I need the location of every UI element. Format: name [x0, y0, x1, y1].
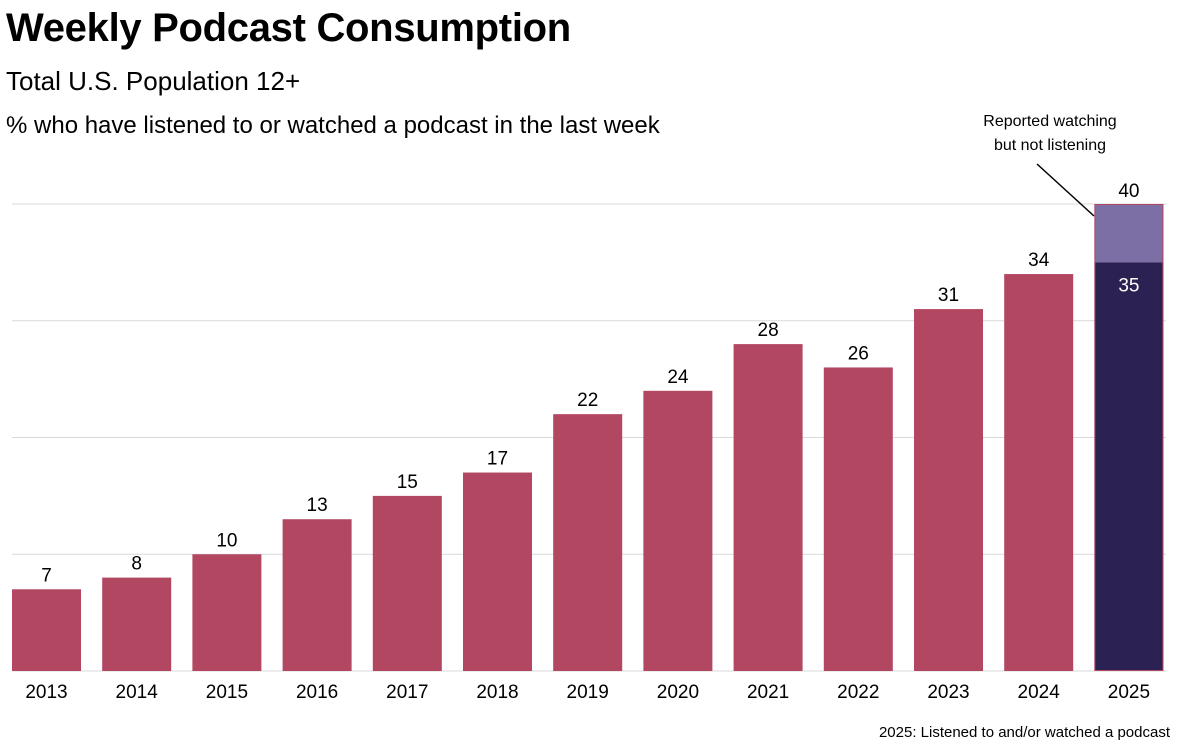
bar-label-2014: 8: [131, 554, 142, 575]
bar-label-2018: 17: [487, 449, 508, 470]
bar-label-2015: 10: [216, 530, 237, 551]
bar-label-2023: 31: [938, 285, 959, 306]
bar-2024: [1004, 274, 1074, 671]
x-tick-label-2021: 2021: [747, 682, 789, 703]
bar-2022: [823, 367, 893, 671]
bar-label-2025-total: 40: [1118, 181, 1139, 202]
x-tick-label-2022: 2022: [837, 682, 879, 703]
bar-label-2016: 13: [307, 495, 328, 516]
bar-label-2017: 15: [397, 472, 418, 493]
x-tick-label-2025: 2025: [1108, 682, 1150, 703]
annotation-leader-line: [1036, 163, 1095, 217]
x-tick-label-2019: 2019: [567, 682, 609, 703]
x-tick-label-2016: 2016: [296, 682, 338, 703]
annotation-line-1: Reported watching: [983, 113, 1116, 130]
chart-subtitle: Total U.S. Population 12+: [6, 66, 301, 96]
bar-2017: [372, 495, 442, 671]
chart-title: Weekly Podcast Consumption: [6, 6, 571, 50]
bar-2025-outline: [1094, 204, 1164, 671]
bar-label-2019: 22: [577, 390, 598, 411]
x-tick-label-2013: 2013: [25, 682, 67, 703]
bar-2018: [463, 472, 532, 671]
bar-label-2025-base: 35: [1118, 275, 1139, 296]
bar-label-2024: 34: [1028, 250, 1050, 271]
annotation-line-2: but not listening: [994, 137, 1106, 154]
bar-2025-watching-only: [1094, 204, 1164, 263]
bar-2019: [553, 414, 623, 671]
bar-label-2013: 7: [41, 565, 52, 586]
x-tick-label-2020: 2020: [657, 682, 699, 703]
bar-2014: [102, 577, 172, 671]
bar-2025-listening: [1094, 262, 1164, 671]
bar-label-2020: 24: [667, 367, 689, 388]
bar-2013: [12, 589, 81, 671]
bar-2023: [914, 309, 983, 671]
chart-footnote: 2025: Listened to and/or watched a podca…: [878, 724, 1170, 741]
bar-2015: [192, 554, 262, 671]
x-tick-label-2024: 2024: [1018, 682, 1061, 703]
x-tick-label-2014: 2014: [116, 682, 159, 703]
x-tick-label-2018: 2018: [476, 682, 518, 703]
x-tick-label-2017: 2017: [386, 682, 428, 703]
bar-2016: [282, 519, 352, 671]
bar-2021: [733, 344, 803, 671]
x-tick-label-2015: 2015: [206, 682, 248, 703]
x-tick-label-2023: 2023: [927, 682, 969, 703]
bar-2020: [643, 390, 713, 671]
bar-label-2021: 28: [758, 320, 779, 341]
chart-description: % who have listened to or watched a podc…: [6, 112, 660, 139]
bar-label-2022: 26: [848, 343, 869, 364]
